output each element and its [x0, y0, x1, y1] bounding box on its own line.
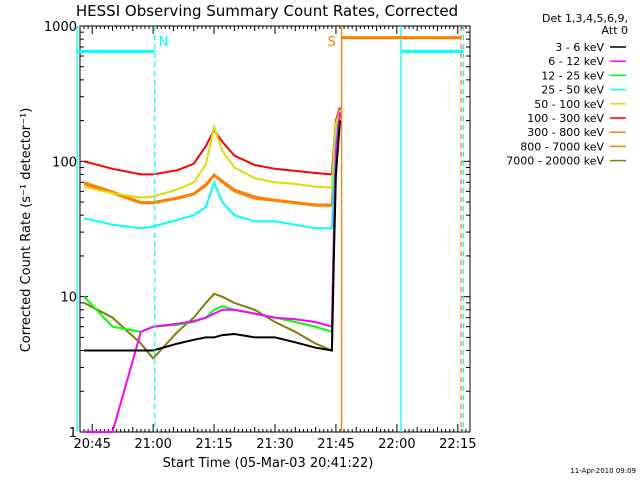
x-tick-label: 21:30 [256, 437, 293, 452]
x-tick-label: 21:15 [195, 437, 232, 452]
x-tick-label: 21:45 [317, 437, 354, 452]
y-tick-label: 1 [69, 426, 77, 441]
plot-area: 1 10 100 1000 20:45 21:00 21:15 21:30 21:45 22:00… [44, 20, 477, 452]
x-tick-label: 20:45 [73, 437, 110, 452]
night-marker-label: N [159, 35, 169, 50]
legend-label: 12 - 25 keV [541, 69, 604, 82]
series-line-3-6-keV [84, 120, 341, 352]
series-line-100-300-keV [83, 107, 341, 176]
legend-label: 50 - 100 keV [534, 98, 604, 111]
y-tick-label: 10 [60, 291, 77, 306]
legend-label: 7000 - 20000 keV [506, 155, 604, 168]
legend-label: 6 - 12 keV [548, 55, 604, 68]
x-tick-label: 21:00 [134, 437, 171, 452]
legend-label: 800 - 7000 keV [520, 140, 604, 153]
y-axis-label: Corrected Count Rate (s⁻¹ detector⁻¹) [19, 108, 34, 353]
legend-label: 3 - 6 keV [555, 41, 604, 54]
x-tick-label: 22:15 [439, 437, 476, 452]
x-axis-label: Start Time (05-Mar-03 20:41:22) [163, 456, 374, 471]
series-line-6-12-keV [84, 112, 341, 433]
saa-marker-label: S [328, 35, 336, 50]
footer-date: 11-Apr-2010 09:09 [570, 467, 636, 475]
legend-header: Det 1,3,4,5,6,9, [542, 12, 628, 25]
series-line-300-800-keV [83, 112, 341, 206]
legend-label: 25 - 50 keV [541, 84, 604, 97]
series-line-25-50-keV [83, 112, 341, 230]
legend-label: 300 - 800 keV [527, 126, 604, 139]
y-tick-label: 1000 [44, 20, 77, 35]
chart-title: HESSI Observing Summary Count Rates, Cor… [76, 2, 458, 20]
y-tick-label: 100 [52, 155, 77, 170]
series-line-800-7000-keV [83, 113, 341, 207]
series-line-12-25-keV [83, 114, 341, 334]
series-line-50-100-keV [83, 109, 341, 199]
x-tick-label: 22:00 [378, 437, 415, 452]
legend-label: 100 - 300 keV [527, 112, 604, 125]
legend-header: Att 0 [602, 24, 628, 37]
